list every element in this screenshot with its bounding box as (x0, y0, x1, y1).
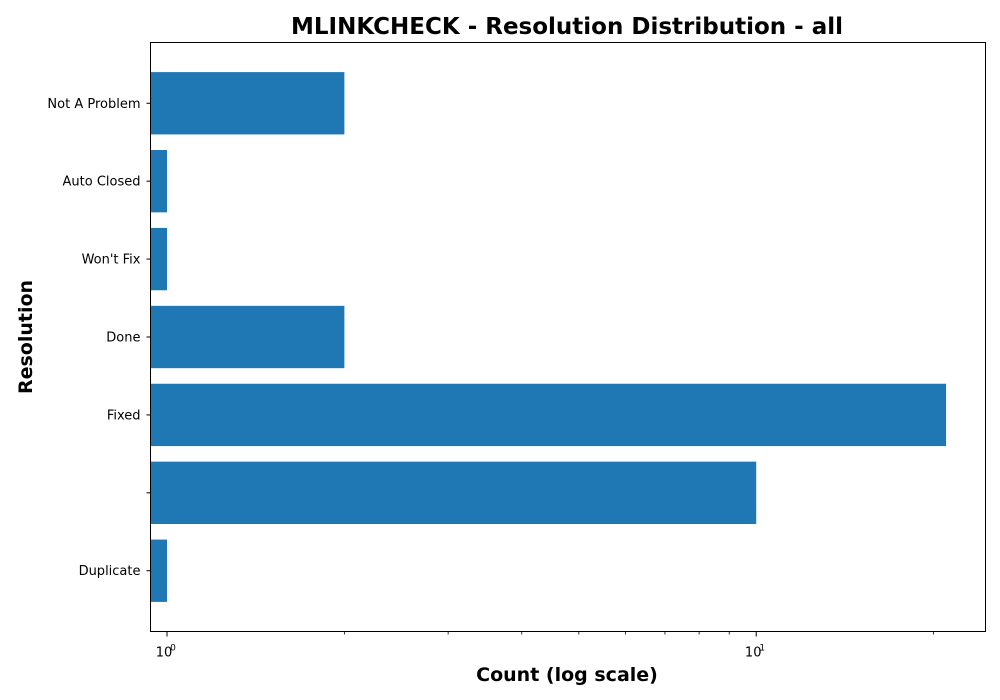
y-tick-label: Fixed (107, 408, 141, 423)
bar (150, 72, 345, 135)
bars-group (150, 72, 947, 602)
bar (150, 150, 168, 213)
x-tick-label: 10 (156, 646, 173, 661)
bar (150, 539, 168, 602)
x-tick-exponent: 1 (759, 644, 765, 654)
y-tick-label: Duplicate (79, 564, 141, 579)
bar (150, 383, 947, 447)
y-tick-label: Auto Closed (63, 175, 141, 190)
x-tick-label: 10 (745, 646, 762, 661)
y-tick-label: Done (106, 331, 140, 346)
y-tick-label: Not A Problem (47, 97, 140, 112)
x-axis-label: Count (log scale) (476, 664, 658, 686)
y-axis-ticks: Not A Problem Auto Closed Won't Fix Done Fix… (47, 97, 151, 579)
chart-title: MLINKCHECK - Resolution Distribution - a… (291, 14, 843, 40)
plot-area-frame (150, 42, 986, 632)
bar (150, 305, 345, 369)
x-tick-exponent: 0 (170, 644, 176, 654)
bar (150, 461, 757, 524)
y-axis-label: Resolution (15, 280, 37, 394)
x-axis-ticks: 100 101 (156, 631, 934, 661)
bar (150, 227, 168, 291)
y-tick-label: Won't Fix (82, 253, 141, 268)
